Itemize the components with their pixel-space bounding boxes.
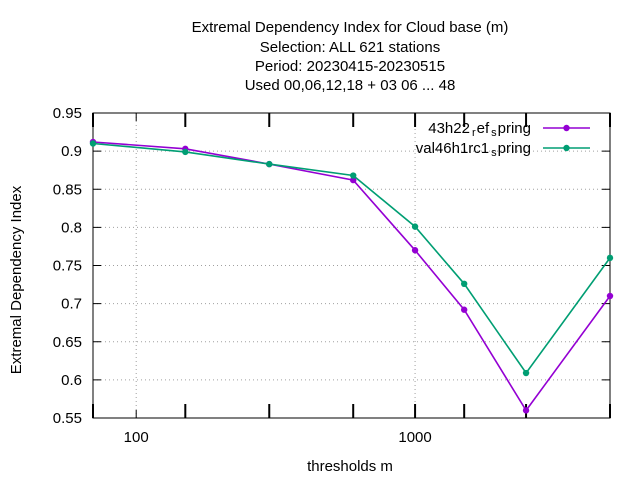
y-tick-label: 0.8 (61, 219, 82, 236)
data-point (522, 369, 530, 377)
y-tick-label: 0.75 (53, 258, 82, 275)
y-tick-label: 0.55 (53, 410, 82, 427)
series-layer (89, 138, 614, 414)
data-point (350, 172, 357, 179)
grid (93, 113, 610, 418)
legend-label: 43h22 ref spring (428, 120, 531, 139)
series-line (92, 141, 611, 412)
y-tick-label: 0.95 (53, 105, 82, 122)
series-line (92, 142, 611, 375)
data-point (606, 292, 614, 300)
y-axis-label: Extremal Dependency Index (8, 185, 25, 374)
plot-border (92, 112, 611, 419)
legend-label: val46h1rc1 spring (416, 140, 531, 159)
data-point (522, 407, 530, 414)
data-point (89, 140, 97, 147)
data-point (182, 148, 189, 156)
data-point (460, 280, 468, 287)
legend-item-2: val46h1rc1 spring (416, 140, 590, 159)
data-point (460, 306, 468, 313)
x-axis-label: thresholds m (307, 458, 393, 475)
title-line-1: Extremal Dependency Index for Cloud base… (192, 19, 509, 36)
legend-item-1: 43h22 ref spring (428, 120, 590, 139)
legend-marker (563, 124, 570, 132)
y-tick-label: 0.6 (61, 372, 82, 389)
y-tick-label: 0.7 (61, 296, 82, 313)
x-tick-label: 1000 (398, 429, 431, 446)
data-point (411, 247, 419, 254)
data-point (350, 176, 357, 184)
y-tick-label: 0.65 (53, 334, 82, 351)
x-tick-label: 100 (124, 429, 149, 446)
y-axis-ticks: 0.55 0.6 0.65 0.7 0.75 0.8 0.85 0.9 0.95 (53, 105, 610, 427)
y-tick-label: 0.85 (53, 181, 82, 198)
series-2 (89, 140, 614, 377)
title-line-4: Used 00,06,12,18 + 03 06 ... 48 (245, 77, 456, 94)
legend-marker (563, 144, 570, 152)
data-point (411, 223, 419, 230)
title-line-2: Selection: ALL 621 stations (260, 39, 440, 56)
x-axis-ticks: 100 1000 (92, 113, 611, 446)
y-tick-label: 0.9 (61, 143, 82, 160)
chart-title: Extremal Dependency Index for Cloud base… (192, 19, 509, 94)
title-line-3: Period: 20230415-20230515 (255, 58, 445, 75)
data-point (266, 160, 273, 168)
data-point (606, 254, 614, 262)
series-1 (89, 138, 614, 414)
